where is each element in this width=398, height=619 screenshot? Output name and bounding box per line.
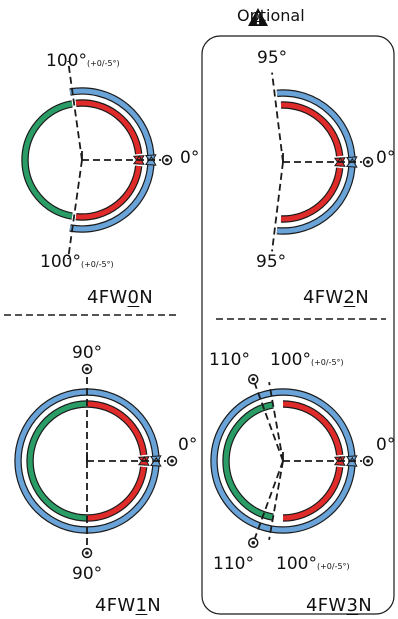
fw3n-red-arc-1 bbox=[282, 466, 343, 521]
fw0n-zero-pin-dot bbox=[165, 158, 169, 162]
fw3n-blue-arc-1 bbox=[211, 393, 261, 529]
fw3n-top-right-tolerance: (+0/-5°) bbox=[310, 358, 344, 367]
fw1n-zero-pin-dot bbox=[170, 459, 174, 463]
fw3n-green-arc-2-outline bbox=[222, 401, 274, 521]
fw3n-limit-dash-2 bbox=[252, 378, 284, 462]
fw0n-green-arc-2-outline bbox=[21, 100, 73, 220]
fw3n-bottom-right-angle: 100° bbox=[276, 554, 317, 574]
fw2n-model-suffix: N bbox=[355, 287, 370, 308]
fw0n-model-suffix: N bbox=[139, 287, 154, 308]
fw2n-red-arc-1 bbox=[280, 167, 343, 222]
fw2n-model-name: 4FW2N bbox=[303, 287, 369, 308]
fw1n-label-top: 90° bbox=[72, 343, 103, 363]
fw3n-label-top-right: 100°(+0/-5°) bbox=[270, 352, 344, 369]
fw0n-bottom-tolerance: (+0/-5°) bbox=[80, 260, 114, 269]
fw1n-model-digit: 1 bbox=[135, 595, 148, 616]
fw3n-model-suffix: N bbox=[358, 595, 373, 616]
fw0n-model-name: 4FW0N bbox=[87, 287, 153, 308]
fw3n-limit-pin-3-dot bbox=[251, 540, 256, 545]
fw3n-limit-dash-1 bbox=[268, 460, 284, 540]
fw1n-model-suffix: N bbox=[147, 595, 162, 616]
fw3n-label-right: 0° bbox=[376, 435, 396, 455]
fw2n-label-bottom: 95° bbox=[256, 252, 287, 272]
fw1n-limit-pin-0-dot bbox=[85, 367, 89, 371]
fw0n-limit-dash-0 bbox=[67, 60, 83, 161]
fw2n-label-top: 95° bbox=[257, 48, 288, 68]
fw0n-label-top: 100°(+0/-5°) bbox=[46, 53, 120, 70]
fw0n-label-right: 0° bbox=[180, 148, 200, 168]
fw3n-top-right-angle: 100° bbox=[270, 350, 311, 370]
fw2n-model-digit: 2 bbox=[343, 287, 356, 308]
optional-label: Optional bbox=[237, 6, 305, 25]
fw1n-red-arc-0 bbox=[86, 401, 147, 456]
fw3n-model-name: 4FW3N bbox=[306, 595, 372, 616]
fw0n-red-arc-1 bbox=[75, 165, 142, 220]
fw1n-green-arc-2-outline bbox=[26, 400, 88, 522]
fw2n-model-prefix: 4FW bbox=[303, 287, 344, 308]
fw0n-top-angle: 100° bbox=[46, 51, 87, 71]
fw2n-label-right: 0° bbox=[376, 148, 396, 168]
fw3n-label-bottom-left: 110° bbox=[213, 554, 254, 574]
fw1n-model-prefix: 4FW bbox=[95, 595, 136, 616]
optional-panel-frame bbox=[201, 35, 395, 615]
fw3n-zero-pin-dot bbox=[366, 459, 370, 463]
fw3n-label-bottom-right: 100°(+0/-5°) bbox=[276, 556, 350, 573]
fw0n-red-arc-0 bbox=[75, 100, 142, 155]
fw3n-label-top-left: 110° bbox=[209, 350, 250, 370]
fw0n-bottom-angle: 100° bbox=[40, 252, 81, 272]
fw1n-green-arc-2 bbox=[27, 401, 88, 521]
fw3n-green-arc-2 bbox=[223, 402, 274, 520]
fw2n-zero-pin-dot bbox=[366, 160, 370, 164]
fw3n-limit-pin-2-dot bbox=[251, 377, 256, 382]
fw0n-top-tolerance: (+0/-5°) bbox=[86, 59, 120, 68]
fw1n-label-bottom: 90° bbox=[72, 564, 103, 584]
fw1n-limit-pin-1-dot bbox=[85, 551, 89, 555]
fw2n-red-arc-0 bbox=[280, 102, 343, 157]
fw0n-green-arc-2 bbox=[22, 101, 73, 219]
fw0n-model-digit: 0 bbox=[127, 287, 140, 308]
fw2n-limit-dash-1 bbox=[271, 161, 284, 252]
fw3n-model-prefix: 4FW bbox=[306, 595, 347, 616]
fw0n-model-prefix: 4FW bbox=[87, 287, 128, 308]
warning-triangle-icon bbox=[248, 8, 268, 26]
fw3n-limit-dash-0 bbox=[268, 382, 284, 462]
fw1n-blue-arc-1 bbox=[15, 389, 88, 533]
fw1n-label-right: 0° bbox=[178, 435, 198, 455]
fw2n-limit-dash-0 bbox=[271, 72, 284, 163]
fw1n-model-name: 4FW1N bbox=[95, 595, 161, 616]
fw3n-red-arc-0 bbox=[282, 401, 343, 456]
fw0n-label-bottom: 100°(+0/-5°) bbox=[40, 254, 114, 271]
fw3n-limit-dash-3 bbox=[252, 460, 284, 544]
fw3n-bottom-right-tolerance: (+0/-5°) bbox=[316, 562, 350, 571]
fw3n-model-digit: 3 bbox=[346, 595, 359, 616]
fw0n-limit-dash-1 bbox=[67, 159, 83, 260]
fw1n-red-arc-1 bbox=[86, 466, 147, 521]
